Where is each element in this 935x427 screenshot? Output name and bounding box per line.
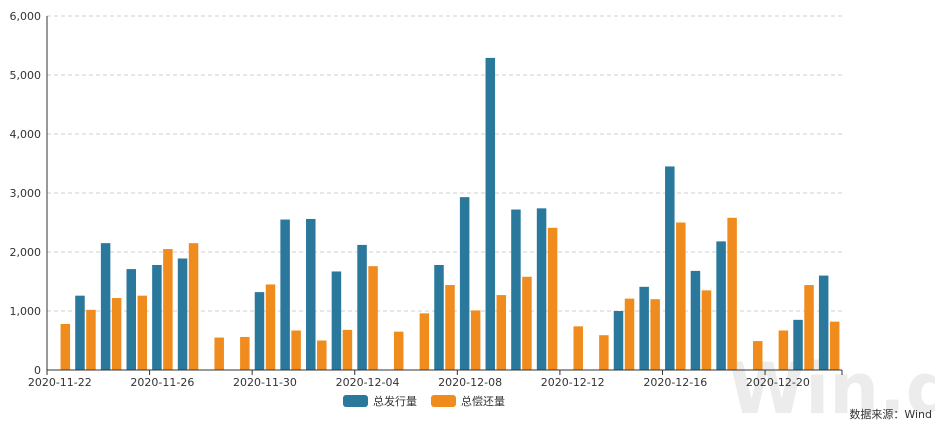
bars <box>60 57 840 370</box>
axes: 0 1,000 2,000 3,000 4,000 5,000 6,000 2020-11-2… <box>10 10 843 389</box>
bar-repayment <box>393 331 404 370</box>
bar-repayment <box>86 309 96 370</box>
x-tick-label: 2020-12-16 <box>643 376 707 389</box>
bar-repayment <box>419 313 430 370</box>
bar-issuance <box>639 286 649 370</box>
bar-repayment <box>291 330 301 370</box>
y-tick-label: 4,000 <box>10 128 42 141</box>
bar-repayment <box>470 310 481 370</box>
bar-repayment <box>573 326 583 370</box>
bar-repayment <box>368 266 378 370</box>
bar-issuance <box>331 271 342 370</box>
y-tick-label: 2,000 <box>10 246 42 259</box>
bar-issuance <box>434 264 444 370</box>
bar-repayment <box>163 249 173 370</box>
bar-issuance <box>126 269 137 370</box>
x-tick-label: 2020-11-22 <box>28 376 92 389</box>
bar-issuance <box>665 166 675 370</box>
y-tick-label: 5,000 <box>10 69 42 82</box>
bar-repayment <box>342 329 353 370</box>
x-tick-label: 2020-11-26 <box>130 376 194 389</box>
legend-swatch-repayment <box>431 395 456 407</box>
bar-repayment <box>496 295 507 370</box>
bar-issuance <box>485 57 496 370</box>
bar-issuance <box>690 270 701 370</box>
legend-swatch-issuance <box>343 395 368 407</box>
y-tick-label: 3,000 <box>10 187 42 200</box>
bar-repayment <box>445 285 455 370</box>
y-tick-label: 1,000 <box>10 305 42 318</box>
bar-issuance <box>818 275 829 370</box>
bar-issuance <box>306 218 316 370</box>
x-tick-label: 2020-12-20 <box>746 376 810 389</box>
bar-repayment <box>60 323 71 370</box>
source-label: 数据来源：Wind <box>849 407 932 421</box>
bar-repayment <box>804 285 814 370</box>
bar-repayment <box>676 222 686 370</box>
bar-issuance <box>536 208 547 370</box>
legend: 总发行量 总偿还量 <box>343 394 505 408</box>
bar-issuance <box>75 295 85 370</box>
bar-repayment <box>599 335 609 370</box>
bar-issuance <box>254 292 265 370</box>
x-tick-label: 2020-11-30 <box>233 376 297 389</box>
bar-repayment <box>522 276 532 370</box>
x-tick-label: 2020-12-08 <box>438 376 502 389</box>
bar-issuance <box>793 319 803 370</box>
x-tick-label: 2020-12-04 <box>336 376 400 389</box>
bar-issuance <box>357 244 367 370</box>
bar-repayment <box>727 217 737 370</box>
bar-issuance <box>459 197 470 370</box>
y-tick-label: 6,000 <box>10 10 42 23</box>
bar-repayment <box>829 321 840 370</box>
bar-repayment <box>752 341 763 370</box>
bar-repayment <box>624 298 635 370</box>
bar-repayment <box>214 337 224 370</box>
bar-repayment <box>317 340 327 370</box>
bar-repayment <box>188 243 199 370</box>
bar-issuance <box>280 219 290 370</box>
legend-label-repayment: 总偿还量 <box>461 394 505 408</box>
bar-repayment <box>778 330 789 370</box>
x-tick-label: 2020-12-12 <box>541 376 605 389</box>
bar-repayment <box>240 336 250 370</box>
bar-repayment <box>111 298 122 370</box>
bar-issuance <box>152 264 162 370</box>
bar-repayment <box>265 284 276 370</box>
legend-label-issuance: 总发行量 <box>373 394 417 408</box>
y-tick-label: 0 <box>34 364 41 377</box>
bar-issuance <box>177 258 188 370</box>
bar-issuance <box>716 241 726 370</box>
bar-issuance <box>100 243 111 370</box>
bar-repayment <box>547 227 558 370</box>
bar-repayment <box>701 290 712 370</box>
bar-issuance <box>511 209 521 370</box>
bar-repayment <box>650 299 660 370</box>
bar-issuance <box>613 311 624 370</box>
bar-repayment <box>137 295 148 370</box>
